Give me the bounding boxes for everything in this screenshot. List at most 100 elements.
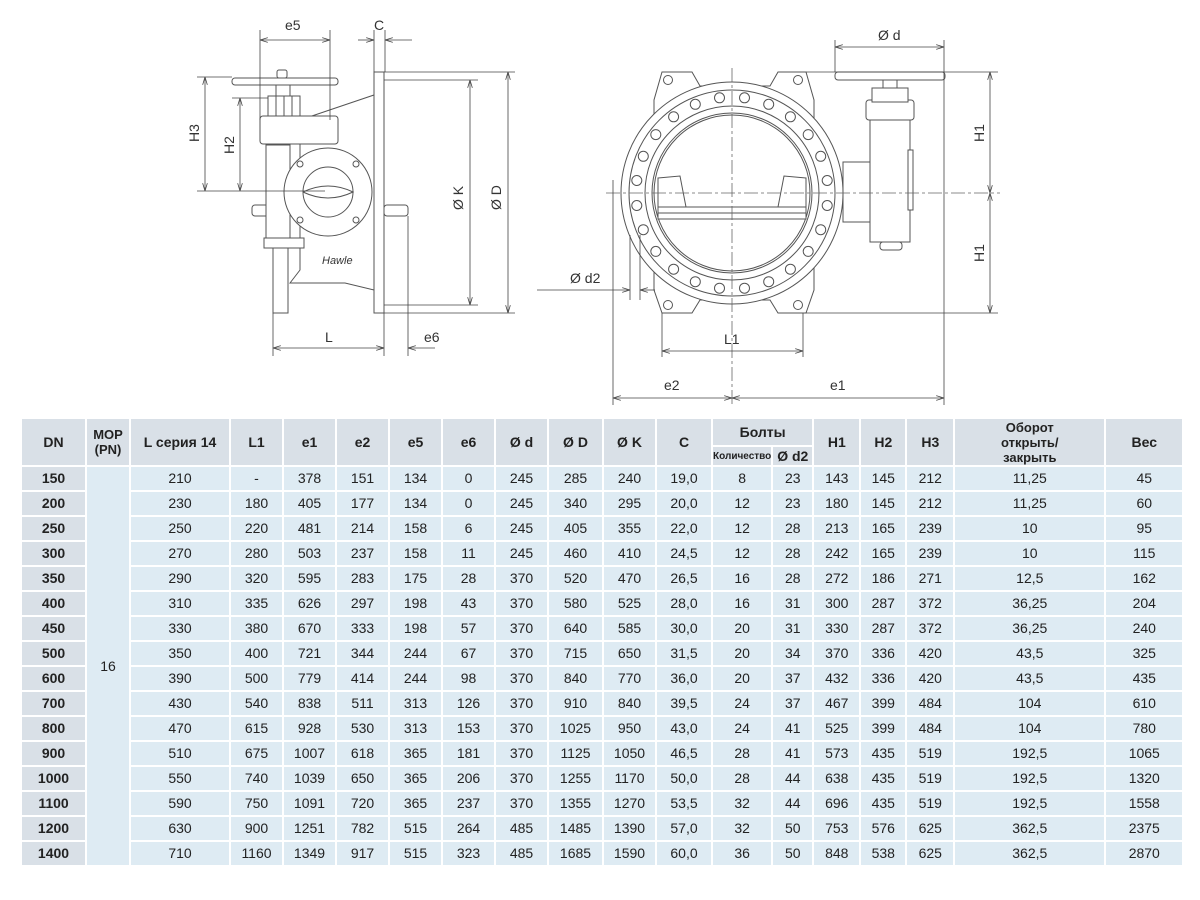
cell-l1: 750: [231, 792, 282, 815]
cell-K: 240: [604, 467, 655, 490]
table-row: 1000 550 740 1039 650 365 206 370 1255 1170 50,0 28…: [22, 767, 1183, 790]
cell-D: 405: [549, 517, 602, 540]
header-turns: Оборот открыть/закрыть: [955, 419, 1105, 465]
cell-dn: 350: [22, 567, 85, 590]
cell-dn: 300: [22, 542, 85, 565]
cell-h2: 145: [861, 492, 906, 515]
cell-e2: 283: [337, 567, 388, 590]
bolt-hole: [637, 224, 649, 236]
cell-l: 290: [131, 567, 229, 590]
cell-h2: 435: [861, 767, 906, 790]
cell-turns: 11,25: [955, 492, 1105, 515]
gear-stem: [882, 79, 898, 89]
cell-c: 43,0: [657, 717, 711, 740]
cell-h1: 180: [814, 492, 860, 515]
shaft-right: [383, 204, 409, 217]
cell-dn: 1100: [22, 792, 85, 815]
cell-turns: 10: [955, 542, 1105, 565]
cell-weight: 325: [1106, 642, 1183, 665]
cell-e1: 1007: [284, 742, 335, 765]
cell-l1: 540: [231, 692, 282, 715]
cell-e5: 158: [390, 517, 441, 540]
lug-hole: [663, 75, 673, 85]
cell-h3: 420: [907, 667, 954, 690]
cell-h1: 330: [814, 617, 860, 640]
cell-e5: 134: [390, 492, 441, 515]
cell-e6: 153: [443, 717, 494, 740]
cell-bolts-d2: 44: [773, 767, 813, 790]
cell-e2: 511: [337, 692, 388, 715]
cell-e5: 198: [390, 617, 441, 640]
dim-label-d-handwheel: Ø d: [878, 27, 901, 43]
cell-h3: 519: [907, 742, 954, 765]
cell-e2: 720: [337, 792, 388, 815]
cell-e6: 237: [443, 792, 494, 815]
dim-label-k: Ø K: [450, 185, 466, 210]
cell-h1: 370: [814, 642, 860, 665]
cell-turns: 192,5: [955, 767, 1105, 790]
disc-hub-left: [657, 175, 687, 208]
cell-h1: 300: [814, 592, 860, 615]
cell-D: 1125: [549, 742, 602, 765]
cell-h3: 625: [907, 817, 954, 840]
cell-h1: 213: [814, 517, 860, 540]
cell-h2: 287: [861, 592, 906, 615]
cell-l: 270: [131, 542, 229, 565]
cell-l1: 500: [231, 667, 282, 690]
cell-d: 485: [496, 817, 547, 840]
cell-weight: 115: [1106, 542, 1183, 565]
header-mop: МОР (PN): [87, 419, 129, 465]
cell-d: 370: [496, 592, 547, 615]
table-row: 200 230 180 405 177 134 0 245 340 295 20,0 12 23 180 1…: [22, 492, 1183, 515]
header-bolts-qty: Количество: [713, 447, 772, 465]
cell-e6: 181: [443, 742, 494, 765]
cell-bolts-d2: 23: [773, 492, 813, 515]
cell-h3: 519: [907, 792, 954, 815]
cell-d: 485: [496, 842, 547, 865]
cell-e1: 1251: [284, 817, 335, 840]
cell-h3: 372: [907, 617, 954, 640]
cell-d: 245: [496, 467, 547, 490]
left-flange: [272, 242, 289, 314]
cell-d: 370: [496, 667, 547, 690]
table-row: 600 390 500 779 414 244 98 370 840 770 36,0 20 37 432…: [22, 667, 1183, 690]
cell-h3: 519: [907, 767, 954, 790]
cell-l: 710: [131, 842, 229, 865]
cell-dn: 250: [22, 517, 85, 540]
cell-l: 630: [131, 817, 229, 840]
cell-e1: 595: [284, 567, 335, 590]
cell-bolts-d2: 31: [773, 592, 813, 615]
table-row: 300 270 280 503 237 158 11 245 460 410 24,5 12 28 242…: [22, 542, 1183, 565]
cell-h1: 525: [814, 717, 860, 740]
cell-h2: 576: [861, 817, 906, 840]
gear-neck: [842, 161, 872, 223]
cell-K: 355: [604, 517, 655, 540]
bolt-hole: [668, 263, 680, 275]
cell-bolts-d2: 28: [773, 517, 813, 540]
cell-e6: 0: [443, 492, 494, 515]
cell-K: 585: [604, 617, 655, 640]
cell-l1: 280: [231, 542, 282, 565]
cell-d: 370: [496, 642, 547, 665]
cell-weight: 2870: [1106, 842, 1183, 865]
cell-weight: 2375: [1106, 817, 1183, 840]
stem: [275, 83, 291, 97]
cell-h2: 145: [861, 467, 906, 490]
header-d: Ø d: [496, 419, 547, 465]
bolt-hole: [689, 98, 701, 110]
cell-h2: 336: [861, 642, 906, 665]
cell-K: 1590: [604, 842, 655, 865]
cell-weight: 60: [1106, 492, 1183, 515]
cell-bolts-d2: 23: [773, 467, 813, 490]
cell-e5: 365: [390, 792, 441, 815]
cell-dn: 1200: [22, 817, 85, 840]
cell-c: 30,0: [657, 617, 711, 640]
bolt-hole: [763, 276, 775, 288]
cell-h3: 271: [907, 567, 954, 590]
cell-d: 370: [496, 617, 547, 640]
cell-l1: 320: [231, 567, 282, 590]
cell-D: 580: [549, 592, 602, 615]
cell-h2: 336: [861, 667, 906, 690]
cell-d: 370: [496, 767, 547, 790]
cell-l: 590: [131, 792, 229, 815]
